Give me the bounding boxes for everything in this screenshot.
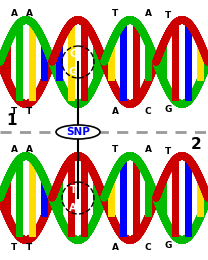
Text: T: T [11, 107, 17, 115]
Bar [197, 43, 204, 81]
Text: T: T [165, 146, 171, 155]
Bar [28, 23, 36, 101]
Ellipse shape [56, 125, 100, 139]
Bar [145, 43, 152, 81]
Bar [68, 23, 76, 101]
Bar [160, 179, 167, 217]
Text: A: A [145, 9, 151, 17]
Bar [16, 159, 24, 237]
Bar [145, 179, 152, 217]
Text: T: T [112, 145, 118, 153]
Text: T: T [26, 107, 32, 115]
Bar [41, 179, 48, 217]
Bar [197, 179, 204, 217]
Text: G: G [164, 105, 172, 114]
Bar [132, 159, 140, 237]
Text: T: T [165, 10, 171, 20]
Bar [4, 179, 11, 217]
Bar [172, 159, 180, 237]
Text: A: A [26, 9, 32, 17]
Bar [80, 159, 88, 237]
Text: A: A [111, 243, 119, 251]
Bar [120, 23, 128, 101]
Bar [93, 179, 100, 217]
Bar [16, 23, 24, 101]
Bar [80, 23, 88, 101]
Bar [4, 43, 11, 81]
Bar [56, 43, 63, 81]
Bar [172, 23, 180, 101]
Text: T: T [69, 185, 77, 195]
Bar [184, 23, 192, 101]
Bar [160, 43, 167, 81]
Bar [41, 43, 48, 81]
Bar [68, 159, 76, 237]
Text: C: C [69, 49, 77, 59]
Bar [56, 179, 63, 217]
Text: C: C [145, 243, 151, 251]
Text: SNP: SNP [66, 127, 90, 137]
Text: A: A [10, 9, 17, 17]
Text: 1: 1 [6, 113, 16, 127]
Text: A: A [111, 107, 119, 115]
Text: T: T [112, 9, 118, 17]
Text: A: A [10, 145, 17, 153]
Text: A: A [26, 145, 32, 153]
Text: T: T [26, 243, 32, 251]
Bar [28, 159, 36, 237]
Bar [120, 159, 128, 237]
Text: 2: 2 [191, 136, 202, 152]
Bar [184, 159, 192, 237]
Text: A: A [145, 145, 151, 153]
Bar [108, 179, 115, 217]
Text: G: G [164, 240, 172, 250]
Text: G: G [69, 67, 77, 77]
Bar [108, 43, 115, 81]
Text: T: T [11, 243, 17, 251]
Text: A: A [69, 203, 77, 213]
Bar [93, 43, 100, 81]
Bar [132, 23, 140, 101]
Text: C: C [145, 107, 151, 115]
